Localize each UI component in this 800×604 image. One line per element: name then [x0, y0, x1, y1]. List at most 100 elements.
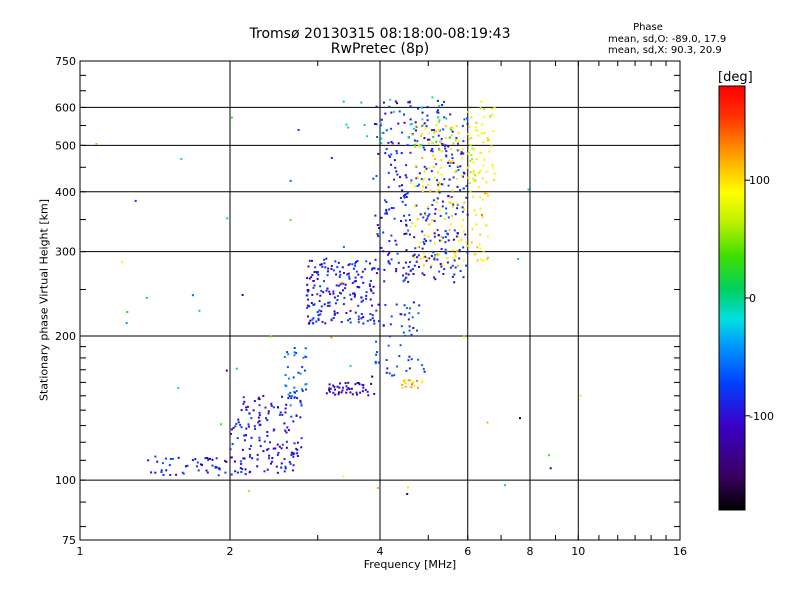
data-point — [382, 250, 385, 253]
data-point — [349, 293, 352, 296]
y-tick-label: 750 — [55, 55, 76, 68]
data-point — [405, 369, 408, 372]
data-point — [283, 422, 286, 425]
data-point — [175, 473, 178, 476]
data-point — [351, 281, 354, 284]
data-point — [434, 278, 437, 281]
data-point — [289, 404, 292, 407]
data-point — [433, 130, 436, 133]
data-point — [379, 122, 382, 125]
data-point — [440, 239, 443, 242]
data-point — [365, 291, 368, 294]
data-point — [333, 296, 336, 299]
data-point — [345, 312, 348, 314]
data-point — [466, 213, 469, 216]
data-point — [436, 254, 439, 257]
data-point — [360, 276, 363, 278]
data-point — [407, 101, 410, 104]
data-point — [425, 239, 428, 242]
data-point — [338, 386, 341, 389]
data-point — [549, 467, 552, 470]
data-point — [444, 236, 447, 238]
data-point — [405, 307, 408, 309]
data-point — [366, 390, 369, 393]
data-point — [225, 369, 228, 372]
data-point — [431, 150, 434, 153]
data-point — [484, 192, 486, 195]
data-point — [405, 196, 408, 198]
data-point — [425, 219, 428, 222]
data-point — [393, 159, 396, 162]
data-point — [409, 219, 411, 222]
data-point — [430, 149, 433, 152]
data-point — [336, 385, 339, 388]
data-point — [402, 280, 405, 283]
data-point — [246, 405, 249, 408]
data-point — [403, 214, 406, 217]
data-point — [345, 385, 348, 388]
data-point — [435, 130, 438, 133]
data-point — [408, 312, 411, 315]
data-point — [439, 215, 442, 217]
data-point — [440, 183, 442, 185]
data-point — [416, 379, 418, 382]
data-point — [462, 259, 465, 262]
data-point — [343, 296, 346, 299]
colorbar-tick-label: -100 — [749, 410, 774, 423]
data-point — [258, 404, 261, 407]
data-point — [340, 391, 343, 394]
data-point — [398, 185, 401, 188]
data-point — [125, 322, 128, 325]
data-point — [417, 358, 420, 361]
data-point — [355, 391, 358, 394]
data-point — [311, 318, 314, 321]
data-point — [420, 106, 423, 109]
data-point — [317, 314, 320, 317]
data-point — [446, 261, 449, 264]
data-point — [245, 409, 248, 411]
data-point — [357, 315, 360, 318]
data-point — [402, 194, 405, 197]
data-point — [288, 461, 291, 463]
data-point — [208, 457, 211, 460]
data-point — [450, 196, 453, 198]
data-point — [351, 263, 354, 266]
data-point — [421, 125, 424, 127]
data-point — [392, 207, 395, 210]
data-point — [451, 189, 454, 192]
data-point — [371, 268, 373, 271]
data-point — [440, 143, 443, 145]
data-point — [409, 151, 412, 154]
data-point — [380, 216, 383, 219]
data-point — [300, 446, 303, 449]
data-point — [206, 471, 209, 474]
data-point — [409, 270, 412, 273]
data-point — [477, 185, 480, 188]
data-point — [462, 171, 465, 174]
data-point — [409, 225, 412, 228]
data-point — [423, 243, 426, 245]
data-point — [428, 257, 431, 260]
data-point — [257, 396, 260, 399]
data-point — [156, 460, 159, 463]
data-point — [451, 249, 454, 252]
data-point — [327, 301, 330, 304]
data-point — [458, 249, 461, 251]
data-point — [435, 201, 438, 204]
data-point — [451, 160, 454, 162]
data-point — [241, 448, 244, 451]
data-point — [339, 283, 342, 286]
data-point — [315, 320, 318, 323]
data-point — [435, 124, 438, 127]
data-point — [354, 276, 357, 279]
data-point — [332, 290, 335, 293]
data-point — [483, 132, 486, 134]
data-point — [361, 270, 364, 273]
data-point — [379, 124, 382, 127]
data-point — [451, 264, 454, 267]
data-point — [121, 261, 124, 264]
data-point — [328, 383, 331, 386]
data-point — [466, 245, 469, 248]
data-point — [395, 243, 398, 246]
data-point — [384, 152, 387, 155]
